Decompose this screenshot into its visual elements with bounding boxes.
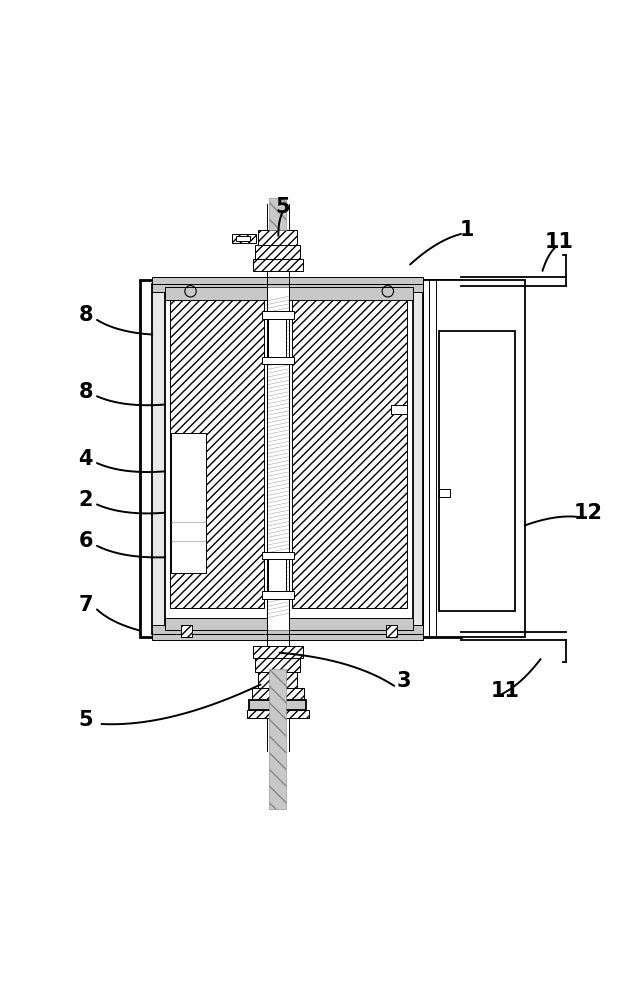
Bar — [165, 293, 413, 624]
Bar — [256, 658, 300, 672]
Bar — [152, 277, 423, 284]
Bar — [268, 559, 286, 591]
Bar — [291, 300, 407, 608]
Bar — [236, 236, 250, 241]
Bar — [423, 280, 525, 637]
Text: 5: 5 — [275, 197, 290, 217]
Bar — [262, 591, 293, 599]
Text: 4: 4 — [78, 449, 92, 469]
Bar — [258, 672, 297, 688]
Text: 12: 12 — [574, 503, 603, 523]
Bar — [267, 287, 288, 630]
Bar — [152, 284, 423, 634]
Text: 11: 11 — [491, 681, 520, 701]
Bar — [270, 669, 286, 809]
Text: 5: 5 — [78, 710, 93, 730]
Bar — [262, 311, 293, 319]
Bar — [391, 405, 407, 414]
Bar — [253, 646, 302, 658]
Bar — [152, 634, 423, 640]
Bar — [181, 625, 193, 637]
Bar — [171, 433, 207, 573]
Bar — [165, 287, 413, 300]
Bar — [258, 230, 297, 245]
Bar — [270, 198, 286, 230]
Bar — [262, 357, 293, 364]
Bar — [252, 688, 304, 700]
Bar — [165, 618, 413, 630]
Text: 6: 6 — [78, 531, 92, 551]
Text: 8: 8 — [78, 305, 92, 325]
Text: 2: 2 — [78, 490, 92, 510]
Bar — [249, 700, 306, 710]
Bar — [386, 625, 397, 637]
Bar — [170, 300, 264, 608]
Bar — [262, 552, 293, 559]
Bar — [139, 280, 461, 637]
Text: 11: 11 — [545, 232, 574, 252]
Bar — [253, 259, 302, 271]
Bar — [152, 625, 423, 634]
Bar — [152, 284, 423, 292]
Bar — [438, 331, 515, 611]
Text: 7: 7 — [78, 595, 92, 615]
Text: 1: 1 — [460, 220, 474, 240]
Text: 8: 8 — [78, 382, 92, 402]
Bar — [247, 710, 309, 718]
Text: 3: 3 — [397, 671, 411, 691]
Bar — [232, 234, 256, 243]
Bar — [438, 489, 450, 497]
Bar — [256, 245, 300, 259]
Bar — [268, 319, 286, 357]
